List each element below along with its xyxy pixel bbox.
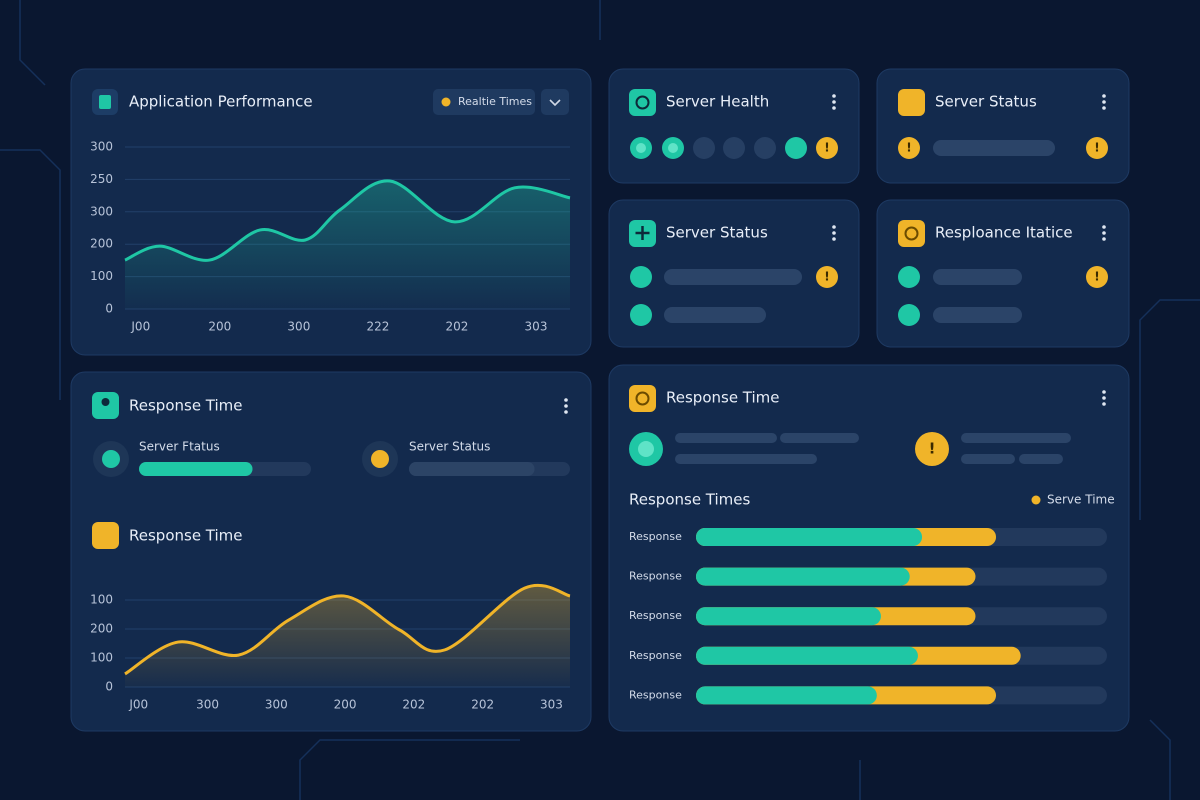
svg-text:!: ! [824,270,829,284]
legend-swatch [1031,495,1041,505]
progress-fill [409,462,535,476]
y-tick-label: 200 [90,237,113,251]
x-tick-label: 222 [366,320,389,334]
chart-title: Response Times [629,491,751,509]
panel-title: Server Status [666,224,768,242]
progress-label: Server Status [409,440,490,454]
panel [608,364,1130,732]
svg-text:!: ! [1094,141,1099,155]
panel-title: Server Health [666,93,769,111]
menu-button[interactable] [564,94,1106,414]
line [124,583,571,676]
dropdown-button[interactable] [541,89,569,115]
x-tick-label: 300 [196,698,219,712]
icon [92,522,119,549]
svg-text:!: ! [929,440,936,458]
icon [629,89,656,116]
bar-segment [696,567,910,586]
y-tick-label: 100 [90,651,113,665]
category-label: Response [629,570,682,583]
y-tick-label: 250 [90,172,113,186]
progress-label: Server Ftatus [139,440,220,454]
area [125,585,570,687]
panel-title: Response Time [129,527,243,545]
svg-text:!: ! [906,141,911,155]
category-label: Response [629,649,682,662]
toggle-label[interactable]: Realtie Times [458,95,532,108]
panel-title: Response Time [666,389,780,407]
x-tick-label: 300 [287,320,310,334]
icon [629,385,656,412]
panel-title: Application Performance [129,93,313,111]
chevron [549,99,561,107]
x-tick-label: 303 [540,698,563,712]
line [124,179,571,262]
y-tick-label: 300 [90,140,113,154]
panel [608,68,860,184]
status-row [93,137,1108,477]
icon [99,95,111,109]
panel-title: Response Time [129,397,243,415]
y-tick-label: 0 [105,680,113,694]
x-tick-label: 202 [402,698,425,712]
category-label: Response [629,530,682,543]
x-tick-label: J00 [128,698,148,712]
toggle-dot [441,97,451,107]
icon [898,220,925,247]
icon [635,391,650,406]
icon [904,226,919,241]
svg-text:!: ! [824,141,829,155]
toggle[interactable] [433,89,535,115]
panel [876,68,1130,184]
x-tick-label: 202 [471,698,494,712]
bar-segment [696,528,923,546]
bar-segment [696,607,881,626]
icon [101,398,110,406]
y-tick-label: 100 [90,593,113,607]
bar-segment [696,686,877,705]
category-label: Response [629,688,682,701]
y-tick-label: 300 [90,204,113,218]
x-tick-label: 202 [446,320,469,334]
x-tick-label: J00 [130,320,150,334]
x-tick-label: 300 [265,698,288,712]
x-tick-label: 200 [208,320,231,334]
warning-mark: !!! !!! [824,141,1099,458]
y-tick-label: 100 [90,269,113,283]
svg-text:!: ! [1094,270,1099,284]
x-tick-label: 303 [525,320,548,334]
y-tick-label: 200 [90,622,113,636]
y-tick-label: 0 [105,302,113,316]
category-label: Response [629,609,682,622]
area [125,180,570,309]
icon [898,89,925,116]
bar-segment [696,646,918,665]
panel-title: Server Status [935,93,1037,111]
icon [635,226,650,240]
x-tick-label: 200 [334,698,357,712]
legend-label: Serve Time [1047,493,1115,507]
progress-fill [139,462,253,476]
icon [635,95,650,110]
panel-title: Resploance Itatice [935,224,1073,242]
